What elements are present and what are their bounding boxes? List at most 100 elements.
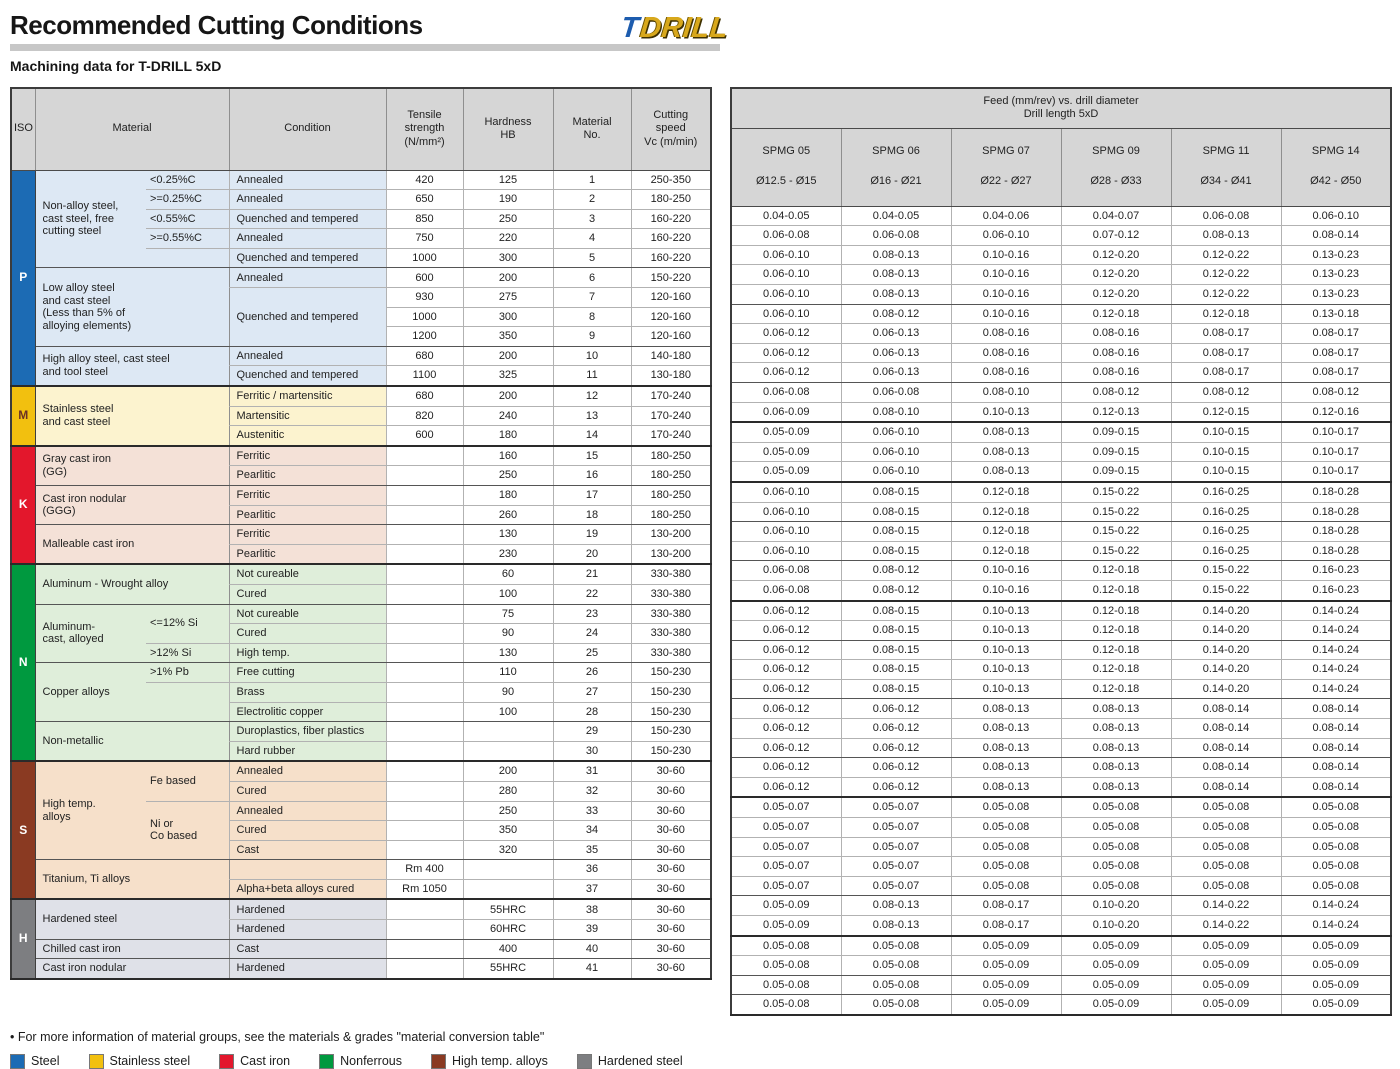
feed-cell-spmg-2: 0.08-0.13 bbox=[950, 421, 1062, 443]
hardness-cell: 400 bbox=[462, 938, 554, 960]
tables-container: ISO Material Condition Tensile strength … bbox=[10, 87, 1392, 1016]
spmg-06-range: Ø16 - Ø21 bbox=[870, 174, 922, 187]
feed-cell-spmg-5: 0.08-0.12 bbox=[1280, 381, 1392, 403]
tensile-cell: 930 bbox=[385, 287, 464, 308]
material-no-cell: 6 bbox=[552, 267, 632, 289]
material-cell: Copper alloys bbox=[34, 662, 146, 723]
material-no-cell: 15 bbox=[552, 445, 632, 467]
feed-cell-spmg-2: 0.05-0.09 bbox=[950, 974, 1062, 996]
feed-cell-spmg-4: 0.15-0.22 bbox=[1170, 579, 1282, 602]
feed-cell-spmg-0: 0.04-0.05 bbox=[730, 205, 842, 227]
feed-cell-spmg-5: 0.14-0.24 bbox=[1280, 914, 1392, 937]
feed-cell-spmg-1: 0.08-0.13 bbox=[840, 895, 952, 916]
feed-cell-spmg-4: 0.08-0.14 bbox=[1170, 737, 1282, 759]
condition-cell: Cured bbox=[228, 820, 387, 841]
material-no-cell: 33 bbox=[552, 800, 632, 822]
condition-cell: Ferritic / martensitic bbox=[228, 385, 387, 407]
feed-cell-spmg-4: 0.12-0.18 bbox=[1170, 303, 1282, 325]
title-underline-bar bbox=[10, 44, 720, 51]
feed-cell-spmg-0: 0.06-0.10 bbox=[730, 521, 842, 542]
feed-cell-spmg-4: 0.08-0.14 bbox=[1170, 757, 1282, 778]
feed-cell-spmg-3: 0.12-0.18 bbox=[1060, 678, 1172, 700]
material-no-cell: 27 bbox=[552, 681, 632, 703]
tensile-cell bbox=[385, 465, 464, 486]
legend-swatch bbox=[10, 1053, 25, 1069]
feed-cell-spmg-3: 0.05-0.09 bbox=[1060, 994, 1172, 1016]
feed-cell-spmg-3: 0.12-0.20 bbox=[1060, 284, 1172, 305]
feed-cell-spmg-2: 0.08-0.17 bbox=[950, 914, 1062, 937]
feed-cell-spmg-5: 0.18-0.28 bbox=[1280, 501, 1392, 523]
tensile-cell: 680 bbox=[385, 385, 464, 407]
material-no-cell: 7 bbox=[552, 287, 632, 308]
hardness-cell: 280 bbox=[462, 780, 554, 802]
feed-cell-spmg-4: 0.14-0.20 bbox=[1170, 599, 1282, 622]
cutting-speed-cell: 160-220 bbox=[630, 208, 712, 230]
feed-cell-spmg-0: 0.05-0.09 bbox=[730, 461, 842, 483]
feed-cell-spmg-2: 0.12-0.18 bbox=[950, 501, 1062, 523]
material-group-legend: Steel Stainless steel Cast iron Nonferrous H… bbox=[10, 1053, 1392, 1069]
material-no-cell: 28 bbox=[552, 701, 632, 723]
material-no-cell: 20 bbox=[552, 543, 632, 566]
feed-cell-spmg-3: 0.15-0.22 bbox=[1060, 501, 1172, 523]
feed-cell-spmg-0: 0.06-0.10 bbox=[730, 284, 842, 305]
feed-cell-spmg-5: 0.05-0.09 bbox=[1280, 955, 1392, 976]
feed-cell-spmg-4: 0.08-0.14 bbox=[1170, 698, 1282, 720]
tensile-cell bbox=[385, 919, 464, 940]
tensile-cell: Rm 400 bbox=[385, 859, 464, 880]
hardness-cell: 260 bbox=[462, 504, 554, 526]
condition-cell: Austenitic bbox=[228, 425, 387, 447]
feed-cell-spmg-1: 0.06-0.13 bbox=[840, 342, 952, 364]
page-title: Recommended Cutting Conditions bbox=[10, 10, 423, 40]
material-sub-cell: >1% Pb bbox=[146, 662, 230, 683]
feed-cell-spmg-1: 0.06-0.12 bbox=[840, 698, 952, 720]
feed-cell-spmg-4: 0.05-0.08 bbox=[1170, 836, 1282, 858]
hardness-cell: 320 bbox=[462, 839, 554, 861]
tensile-cell bbox=[385, 839, 464, 861]
condition-cell: Quenched and tempered bbox=[228, 287, 387, 347]
feed-cell-spmg-2: 0.08-0.13 bbox=[950, 698, 1062, 720]
cutting-speed-cell: 150-230 bbox=[630, 681, 712, 703]
cutting-speed-cell: 30-60 bbox=[630, 938, 712, 960]
spmg-14-name: SPMG 14 bbox=[1311, 145, 1360, 158]
hardness-cell: 240 bbox=[462, 405, 554, 427]
feed-cell-spmg-3: 0.12-0.18 bbox=[1060, 599, 1172, 622]
tensile-cell bbox=[385, 701, 464, 723]
legend-label: Stainless steel bbox=[109, 1054, 191, 1069]
material-no-cell: 32 bbox=[552, 780, 632, 802]
feed-cell-spmg-0: 0.05-0.07 bbox=[730, 836, 842, 858]
cutting-speed-cell: 30-60 bbox=[630, 898, 712, 921]
cutting-speed-cell: 30-60 bbox=[630, 780, 712, 802]
feed-cell-spmg-1: 0.08-0.13 bbox=[840, 284, 952, 305]
feed-cell-spmg-3: 0.05-0.09 bbox=[1060, 935, 1172, 957]
cutting-speed-cell: 130-200 bbox=[630, 543, 712, 566]
feed-cell-spmg-5: 0.14-0.24 bbox=[1280, 659, 1392, 680]
tensile-cell bbox=[385, 800, 464, 822]
feed-cell-spmg-2: 0.05-0.08 bbox=[950, 796, 1062, 819]
feed-cell-spmg-5: 0.05-0.08 bbox=[1280, 836, 1392, 858]
feed-cell-spmg-5: 0.10-0.17 bbox=[1280, 461, 1392, 483]
cutting-speed-cell: 170-240 bbox=[630, 385, 712, 407]
tensile-cell bbox=[385, 524, 464, 545]
feed-cell-spmg-1: 0.08-0.15 bbox=[840, 501, 952, 523]
condition-cell: Annealed bbox=[228, 228, 387, 249]
feed-cell-spmg-2: 0.08-0.13 bbox=[950, 776, 1062, 799]
condition-cell: Annealed bbox=[228, 760, 387, 782]
cutting-speed-cell: 30-60 bbox=[630, 859, 712, 880]
feed-cell-spmg-5: 0.08-0.14 bbox=[1280, 757, 1392, 778]
header-spmg-09: SPMG 09 Ø28 - Ø33 bbox=[1060, 127, 1172, 207]
feed-cell-spmg-2: 0.08-0.17 bbox=[950, 895, 1062, 916]
cutting-speed-cell: 30-60 bbox=[630, 800, 712, 822]
cutting-conditions-table: ISO Material Condition Tensile strength … bbox=[10, 87, 712, 980]
feed-cell-spmg-0: 0.05-0.09 bbox=[730, 441, 842, 463]
feed-cell-spmg-2: 0.05-0.08 bbox=[950, 817, 1062, 838]
feed-cell-spmg-5: 0.08-0.14 bbox=[1280, 718, 1392, 739]
logo-drill: DRILL bbox=[638, 12, 730, 44]
feed-cell-spmg-1: 0.05-0.08 bbox=[840, 974, 952, 996]
hardness-cell: 125 bbox=[462, 169, 554, 191]
legend-item: Steel bbox=[10, 1053, 60, 1069]
header-feed-title: Feed (mm/rev) vs. drill diameter Drill l… bbox=[730, 87, 1392, 129]
header-spmg-14: SPMG 14 Ø42 - Ø50 bbox=[1280, 127, 1392, 207]
hardness-cell bbox=[462, 859, 554, 880]
feed-cell-spmg-2: 0.08-0.13 bbox=[950, 461, 1062, 483]
tensile-cell bbox=[385, 642, 464, 664]
